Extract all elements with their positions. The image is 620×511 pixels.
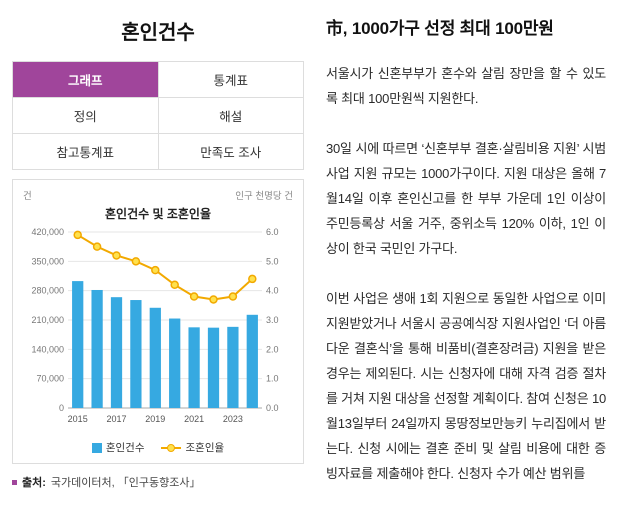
svg-text:0.0: 0.0 [266,403,279,413]
right-axis-unit: 인구 천명당 건 [235,191,293,202]
chart-legend: 혼인건수 조혼인율 [21,440,295,455]
svg-text:2021: 2021 [184,414,204,424]
svg-text:420,000: 420,000 [31,227,64,237]
svg-text:2015: 2015 [68,414,88,424]
legend-label-marriages: 혼인건수 [105,442,145,454]
axis-units-row: 건 인구 천명당 건 [21,188,295,202]
bar-legend-swatch-icon [91,442,102,453]
tab-satisfaction-survey[interactable]: 만족도 조사 [158,134,303,169]
tab-definition[interactable]: 정의 [13,98,158,133]
widget-title: 혼인건수 [121,22,195,44]
svg-text:280,000: 280,000 [31,286,64,296]
svg-text:2017: 2017 [106,414,126,424]
legend-label-rate: 조혼인율 [185,442,225,454]
svg-text:4.0: 4.0 [266,286,279,296]
article-paragraph-3: 이번 사업은 생애 1회 지원으로 동일한 사업으로 이미 지원받았거나 서울시… [326,291,606,481]
chart-box: 건 인구 천명당 건 혼인건수 및 조혼인율 0 0.0 70,000 1.0 140,… [12,179,304,464]
svg-text:210,000: 210,000 [31,315,64,325]
legend-item-marriages: 혼인건수 [91,440,145,455]
tab-graph[interactable]: 그래프 [13,62,158,97]
svg-text:3.0: 3.0 [266,315,279,325]
article-paragraph-2: 30일 시에 따르면 ‘신혼부부 결혼·살림비용 지원’ 시범사업 지원 규모는… [326,141,606,256]
tab-commentary[interactable]: 해설 [158,98,303,133]
tab-stat-table[interactable]: 통계표 [158,62,303,97]
source-text: 국가데이터처, 「인구동향조사」 [50,477,201,489]
svg-text:2019: 2019 [145,414,165,424]
svg-text:2023: 2023 [223,414,243,424]
source-label: 출처: [22,477,46,489]
combo-chart: 0 0.0 70,000 1.0 140,000 2.0 210,000 3.0 280,000… [21,224,295,437]
line-marker-icon [166,443,175,452]
svg-text:6.0: 6.0 [266,227,279,237]
left-axis-unit: 건 [23,191,32,202]
svg-text:0: 0 [59,403,64,413]
article-paragraph-1: 서울시가 신혼부부가 혼수와 살림 장만을 할 수 있도록 최대 100만원씩 … [326,66,606,106]
svg-text:140,000: 140,000 [31,344,64,354]
svg-text:2.0: 2.0 [266,344,279,354]
svg-text:5.0: 5.0 [266,256,279,266]
line-legend-swatch-icon [160,443,181,452]
source-note: 출처: 국가데이터처, 「인구동향조사」 [12,474,304,490]
chart-title: 혼인건수 및 조혼인율 [104,207,212,221]
stats-widget: 혼인건수 그래프 통계표 정의 해설 참고통계표 만족도 조사 건 인구 천명당… [12,4,304,511]
legend-item-rate: 조혼인율 [160,440,225,455]
square-bullet-icon [12,479,17,485]
tab-reference-table[interactable]: 참고통계표 [13,134,158,169]
widget-tabs: 그래프 통계표 정의 해설 참고통계표 만족도 조사 [12,61,304,170]
svg-text:1.0: 1.0 [266,374,279,384]
svg-text:350,000: 350,000 [31,256,64,266]
article-headline: 市, 1000가구 선정 최대 100만원 [326,19,554,38]
news-article: 市, 1000가구 선정 최대 100만원 서울시가 신혼부부가 혼수와 살림 … [326,4,606,511]
svg-text:70,000: 70,000 [36,374,64,384]
